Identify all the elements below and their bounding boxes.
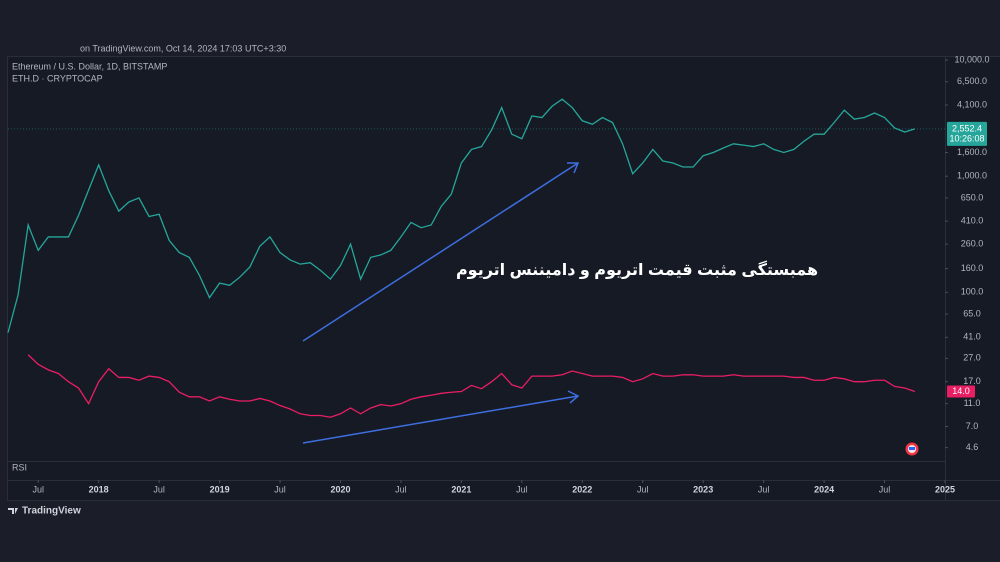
flag-icon [905,442,919,456]
arrow [302,162,579,342]
y-tick-label: 17.0 [963,376,981,386]
price-label-box [947,385,975,398]
y-tick-label: 7.0 [966,421,979,431]
y-tick-label: 260.0 [961,239,984,249]
x-tick-label: 2020 [330,484,350,494]
y-tick-label: 65.0 [963,308,981,318]
x-tick-label: 2021 [451,484,471,494]
y-tick-label: 4,100.0 [957,99,987,109]
x-tick-label: 2023 [693,484,713,494]
x-tick-label: Jul [153,484,165,494]
y-tick-label: 41.0 [963,332,981,342]
y-tick-label: 11.0 [964,398,981,408]
series-line [27,354,915,418]
x-tick-label: 2018 [89,484,109,494]
chart-frame [7,56,1000,501]
source-note: on TradingView.com, Oct 14, 2024 17:03 U… [80,43,286,53]
x-tick-label: Jul [879,484,891,494]
x-tick-label: Jul [32,484,44,494]
pane-label: RSI [12,462,27,472]
y-tick-label: 4.6 [966,442,979,452]
x-tick-label: Jul [637,484,649,494]
brand: TradingView [22,506,81,517]
y-tick-label: 650.0 [961,192,984,202]
legend-entry: Ethereum / U.S. Dollar, 1D, BITSTAMP [12,61,167,71]
y-tick-label: 100.0 [961,287,984,297]
x-tick-label: 2019 [210,484,230,494]
flag-stripe [909,447,915,450]
x-tick-label: 2025 [935,484,955,494]
brand-logo: TradingView [8,506,81,517]
y-tick-label: 160.0 [961,263,984,273]
x-tick-label: 2022 [572,484,592,494]
logo-mark [8,508,18,514]
price-label-box [947,121,987,146]
price-label: 14.0 [952,386,970,396]
x-tick-label: Jul [274,484,286,494]
countdown: 10:26:08 [949,133,984,143]
legend-entry: ETH.D · CRYPTOCAP [12,73,103,83]
arrows [302,162,580,444]
x-tick-label: Jul [758,484,770,494]
x-tick-label: Jul [516,484,528,494]
y-tick-label: 1,000.0 [957,171,987,181]
x-tick-label: 2024 [814,484,834,494]
y-tick-label: 6,500.0 [957,76,987,86]
y-tick-label: 410.0 [961,216,984,226]
arrow-head [567,390,580,404]
y-tick-label: 1,600.0 [957,147,987,157]
annotation: همبستگی مثبت قیمت اتریوم و دامیننس اتریو… [456,260,818,279]
y-tick-label: 10,000.0 [954,54,989,64]
price-label: 2,552.4 [952,123,982,133]
x-tick-label: Jul [395,484,407,494]
y-tick-label: 27.0 [963,353,981,363]
arrow-head [567,162,580,174]
series-line [7,98,915,333]
arrow [302,395,579,444]
